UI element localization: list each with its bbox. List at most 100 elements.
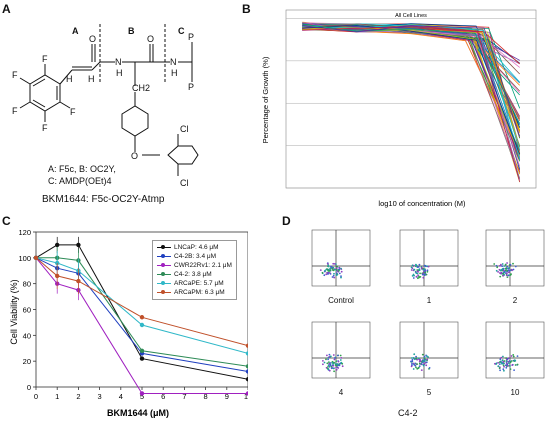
flow-event-dot (500, 361, 503, 364)
flow-event-dot (327, 366, 329, 368)
flow-event-dot (417, 277, 419, 280)
flow-event-dot (425, 265, 428, 268)
flow-event-dot (329, 362, 332, 364)
flow-event-dot (333, 361, 335, 364)
flow-event-dot (425, 361, 428, 364)
flow-event-dot (327, 358, 329, 361)
flow-event-dot (332, 364, 335, 367)
flow-event-dot (502, 368, 505, 371)
flow-event-dot (502, 364, 505, 367)
flow-event-dot (329, 269, 332, 272)
flow-event-dot (413, 362, 415, 365)
flow-event-dot (334, 364, 337, 367)
flow-event-dot (417, 266, 420, 268)
atom-cl-1: Cl (180, 124, 189, 134)
flow-event-dot (329, 272, 331, 274)
flow-event-dot (501, 268, 503, 271)
atom-f-1: F (42, 54, 48, 64)
flow-event-dot (512, 354, 515, 356)
panel-d-label: D (282, 214, 291, 228)
flow-event-dot (338, 267, 341, 269)
atom-h-3: H (116, 68, 123, 78)
atom-o-b: O (147, 34, 154, 44)
nci60-title: All Cell Lines (395, 13, 427, 19)
x-tick-label: 8 (204, 392, 208, 401)
x-tick-label: 6 (161, 392, 165, 401)
flow-event-dot (333, 276, 336, 279)
compound-name: BKM1644: F5c-OC2Y-Atmp (42, 194, 165, 205)
viability-data-point (139, 348, 145, 354)
flow-event-dot (503, 360, 506, 362)
atom-p-2: P (188, 82, 194, 92)
flow-event-dot (328, 361, 330, 363)
viability-data-point (245, 351, 248, 356)
flow-event-dot (326, 262, 329, 265)
flow-event-dot (332, 266, 335, 269)
legend-entry: LNCaP: 4.6 μM (157, 243, 232, 252)
flow-event-dot (339, 359, 342, 361)
flow-event-dot (339, 354, 342, 357)
atom-h-2: H (88, 74, 95, 84)
flow-event-dot (424, 274, 426, 276)
flow-event-dot (422, 276, 425, 279)
flow-event-dot (416, 272, 419, 275)
flow-event-dot (416, 266, 419, 268)
x-tick-label: 5 (140, 392, 144, 401)
flow-event-dot (335, 366, 337, 369)
atom-f-3: F (12, 106, 18, 116)
legend-entry: C4-2: 3.8 μM (157, 270, 232, 279)
flow-event-dot (505, 362, 508, 365)
flow-event-dot (502, 355, 504, 358)
flow-event-dot (498, 265, 501, 267)
nci60-series-line (302, 25, 521, 137)
flow-plot-label: 1 (426, 296, 432, 305)
atom-f-4: F (42, 123, 48, 133)
flow-event-dot (329, 267, 331, 270)
flow-event-dot (328, 353, 331, 356)
nci60-series-line (302, 23, 521, 179)
y-tick-label: 60 (23, 306, 31, 315)
flow-event-dot (493, 263, 496, 265)
panel-b-label: B (242, 2, 251, 16)
flow-cell-line-label: C4-2 (398, 408, 418, 418)
flow-event-dot (331, 361, 334, 364)
flow-event-dot (425, 273, 428, 276)
flow-event-dot (411, 275, 414, 277)
legend-label: C4-2B: 3.4 μM (174, 253, 217, 260)
viability-data-point (139, 356, 145, 361)
nci60-plot-area: All Cell Lines (285, 9, 537, 189)
flow-event-dot (325, 358, 327, 361)
flow-event-dot (507, 271, 510, 274)
flow-event-dot (330, 365, 333, 368)
flow-event-dot (516, 363, 519, 366)
viability-data-point (245, 391, 248, 396)
flow-event-dot (498, 363, 501, 365)
flow-event-dot (418, 362, 421, 365)
flow-event-dot (495, 264, 498, 267)
nci60-series-line (302, 25, 521, 182)
flow-event-dot (511, 364, 514, 366)
viability-data-point (245, 369, 248, 374)
atom-f-2: F (12, 70, 18, 80)
flow-event-dot (326, 362, 329, 365)
viability-data-point (33, 255, 39, 261)
flow-event-dot (416, 363, 419, 365)
viability-data-point (245, 377, 248, 382)
y-tick-label: 40 (23, 331, 31, 340)
flow-event-dot (428, 367, 431, 369)
flow-event-dot (410, 365, 413, 368)
flow-plot-frame (485, 321, 545, 379)
atom-n-1: N (115, 57, 122, 67)
flow-event-dot (506, 262, 508, 264)
x-tick-label: 9 (225, 392, 229, 401)
col-label-c: C (178, 26, 185, 36)
flow-event-dot (418, 263, 421, 266)
legend-swatch (157, 244, 171, 251)
flow-event-dot (501, 362, 503, 365)
flow-event-dot (423, 362, 426, 365)
flow-event-dot (340, 270, 343, 273)
flow-event-dot (329, 364, 332, 367)
flow-event-dot (504, 364, 507, 367)
viability-xlabel: BKM1644 (μM) (107, 408, 169, 418)
flow-event-dot (514, 364, 517, 366)
